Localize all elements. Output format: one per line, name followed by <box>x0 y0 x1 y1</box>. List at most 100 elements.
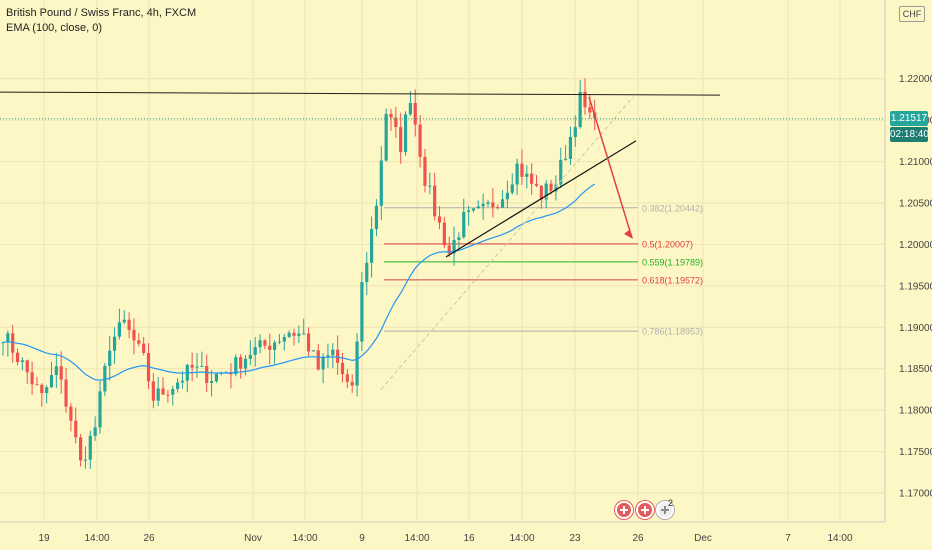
candle <box>234 354 238 377</box>
candle <box>273 340 277 364</box>
candle <box>578 79 582 129</box>
candle <box>171 385 175 406</box>
candle-body <box>146 352 151 382</box>
time-axis[interactable]: 19 14:00 26 Nov 14:00 9 14:00 16 14:00 23 26 Dec 7 14… <box>0 521 885 544</box>
candle-body <box>112 336 117 351</box>
candle-body <box>132 329 136 341</box>
candle-body <box>108 350 112 366</box>
event-flag-icon[interactable] <box>615 501 633 519</box>
fib-trend-line <box>380 96 634 390</box>
candle-body <box>45 387 49 394</box>
candle-body <box>282 337 286 342</box>
candle <box>161 377 165 395</box>
fib-level-label: 0.618(1.19572) <box>642 275 703 285</box>
candle <box>117 308 121 340</box>
candle-body <box>418 124 422 157</box>
candle <box>64 368 68 413</box>
candle-body <box>321 356 325 370</box>
candle-body <box>360 282 364 342</box>
candle <box>491 188 495 218</box>
candle-body <box>69 406 73 421</box>
candle <box>243 355 248 376</box>
projection-arrow-head <box>624 230 634 239</box>
candle <box>452 226 456 266</box>
candle-body <box>292 332 296 336</box>
candle <box>229 363 233 389</box>
time-tick-label: 14:00 <box>827 533 852 544</box>
candle <box>520 149 524 185</box>
candle-body <box>510 184 514 193</box>
candle <box>59 351 63 394</box>
currency-button[interactable]: CHF <box>899 6 925 22</box>
candle <box>418 115 422 168</box>
candle <box>481 193 485 220</box>
price-tick-label: 1.17500 <box>899 447 932 458</box>
candle-body <box>457 237 461 240</box>
candle <box>282 333 286 351</box>
candle <box>69 402 73 432</box>
candle-body <box>40 384 44 394</box>
candle <box>185 363 189 393</box>
candle-body <box>370 229 374 263</box>
time-tick-label: 7 <box>785 533 791 544</box>
candle-body <box>287 332 291 338</box>
candle <box>205 354 209 392</box>
ema-line <box>2 183 596 381</box>
candle <box>374 199 379 237</box>
candle-body <box>214 373 218 382</box>
candle-body <box>151 381 155 401</box>
candle-body <box>171 388 175 395</box>
price-tick-label: 1.18500 <box>899 364 932 375</box>
candle-body <box>539 185 543 200</box>
candle <box>360 272 364 352</box>
candle <box>108 336 112 381</box>
candle <box>20 357 24 371</box>
candle-body <box>248 354 252 359</box>
candle <box>45 385 49 404</box>
candle-body <box>15 352 20 362</box>
candle <box>462 198 466 239</box>
chart-grid <box>0 0 885 522</box>
candle <box>311 350 315 352</box>
candle <box>457 232 461 251</box>
candle-body <box>25 360 29 373</box>
candle-body <box>64 379 68 407</box>
candle <box>1 341 5 356</box>
candle <box>389 108 393 131</box>
time-tick-label: 14:00 <box>404 533 429 544</box>
candle-body <box>326 355 330 357</box>
time-tick-label: 14:00 <box>509 533 534 544</box>
symbol-title: British Pound / Swiss Franc, 4h, FXCM <box>6 7 197 19</box>
candle-body <box>263 340 267 346</box>
fibonacci-retracement[interactable]: 0.382(1.20442) 0.5(1.20007) 0.559(1.19789)… <box>384 203 703 337</box>
candle-body <box>544 183 548 200</box>
candle-body <box>471 208 476 211</box>
candle-body <box>515 163 519 185</box>
candle-body <box>117 322 121 337</box>
candle-body <box>74 420 78 438</box>
candle-body <box>88 435 92 460</box>
candle-body <box>413 102 417 125</box>
candle-body <box>530 173 534 184</box>
event-group-icon[interactable] <box>656 501 674 519</box>
candle-body <box>399 127 403 153</box>
candle-body <box>35 384 39 386</box>
candle-body <box>520 163 524 177</box>
candle <box>127 312 131 339</box>
candle-body <box>195 366 199 368</box>
candle-body <box>277 341 282 343</box>
candle-body <box>243 358 248 369</box>
candle-body <box>573 127 577 137</box>
price-tick-label: 1.20000 <box>899 240 932 251</box>
resistance-line <box>0 91 721 96</box>
trend-drawings[interactable] <box>0 91 885 390</box>
indicator-label[interactable]: EMA (100, close, 0) <box>6 22 102 34</box>
candle-body <box>59 366 63 380</box>
event-flag-icon[interactable] <box>636 501 654 519</box>
candle-body <box>442 222 446 246</box>
candle-body <box>486 202 490 204</box>
price-axis[interactable]: 1.220001.215001.210001.205001.200001.195… <box>884 0 932 522</box>
candle-body <box>156 388 160 401</box>
